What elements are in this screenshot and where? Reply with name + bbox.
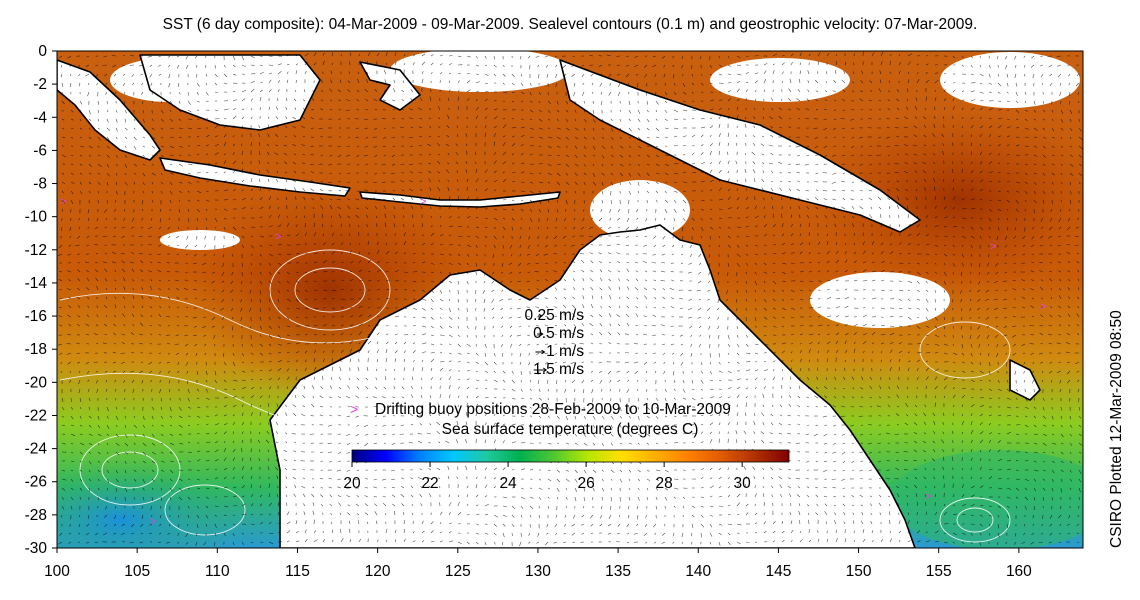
sealevel-contours (59, 249, 1011, 543)
colorbar: Sea surface temperature (degrees C) 20 22… (343, 421, 790, 492)
x-tick-label: 155 (926, 563, 952, 580)
x-tick-label: 115 (285, 563, 310, 580)
velocity-legend-arrowhead (539, 331, 544, 337)
java-land (159, 157, 351, 197)
colorbar-tick-label: 22 (421, 475, 438, 492)
buoy-positions: > > > > > > > (60, 196, 1046, 528)
x-tick-label: 135 (605, 563, 631, 580)
buoy-legend: > Drifting buoy positions 28-Feb-2009 to… (350, 401, 731, 418)
sulawesi-land (359, 61, 421, 111)
x-tick-label: 160 (1006, 563, 1032, 580)
x-tick-label: 130 (525, 563, 551, 580)
y-tick-label: -18 (25, 341, 47, 358)
velocity-legend-arrowhead (538, 313, 543, 319)
y-tick-label: -30 (25, 540, 48, 557)
land-masses (57, 54, 1041, 548)
y-tick-label: -22 (25, 407, 47, 424)
buoy-legend-symbol: > (350, 401, 358, 417)
y-tick-label: -26 (25, 474, 47, 491)
velocity-legend-label: 1 m/s (546, 343, 584, 360)
y-tick-label: -4 (33, 109, 47, 126)
y-tick-label: -10 (25, 209, 48, 226)
velocity-legend-arrowhead (542, 367, 548, 373)
x-tick-label: 105 (124, 563, 150, 580)
colorbar-title: Sea surface temperature (degrees C) (442, 421, 699, 438)
velocity-legend: 0.25 m/s0.5 m/s1 m/s1.5 m/s (525, 307, 585, 378)
colorbar-tick-label: 28 (656, 475, 673, 492)
plot-frame (56, 50, 1084, 549)
sumatra-land (57, 59, 161, 161)
velocity-arrows (58, 51, 1083, 547)
x-tick-label: 145 (765, 563, 791, 580)
y-tick-label: -6 (33, 142, 47, 159)
new-guinea-land (559, 59, 921, 233)
cool-southwest-region (57, 460, 240, 548)
x-tick-label: 150 (846, 563, 872, 580)
y-tick-label: -2 (33, 76, 47, 93)
y-tick-label: -20 (25, 374, 48, 391)
velocity-legend-label: 0.25 m/s (525, 307, 585, 324)
velocity-legend-arrowhead (541, 349, 546, 355)
y-tick-label: -16 (25, 308, 47, 325)
y-tick-label: -28 (25, 507, 47, 524)
x-tick-label: 120 (365, 563, 391, 580)
x-tick-label: 110 (205, 563, 230, 580)
colorbar-tick-label: 20 (343, 475, 361, 492)
y-tick-label: -8 (33, 176, 47, 193)
colorbar-tick-label: 30 (734, 475, 752, 492)
colorbar-tick-label: 26 (577, 475, 594, 492)
buoy-legend-label: Drifting buoy positions 28-Feb-2009 to 1… (375, 401, 731, 418)
x-axis: 100 105 110 115 120 125 130 135 140 145 150 155 160 (44, 548, 1032, 580)
y-tick-label: -12 (25, 242, 47, 259)
x-tick-label: 125 (445, 563, 471, 580)
map-title: SST (6 day composite): 04-Mar-2009 - 09-… (162, 16, 978, 33)
colorbar-tick-label: 24 (499, 475, 517, 492)
y-axis: 0 -2 -4 -6 -8 -10 -12 -14 -16 -18 -20 -22 -24 -26 -28 -… (25, 43, 57, 557)
y-tick-label: -24 (25, 441, 48, 458)
velocity-legend-label: 1.5 m/s (533, 361, 584, 378)
colorbar-swatch (351, 449, 790, 463)
x-tick-label: 140 (685, 563, 711, 580)
velocity-legend-label: 0.5 m/s (533, 325, 584, 342)
plot-timestamp: CSIRO Plotted 12-Mar-2009 08:50 (1108, 310, 1125, 548)
y-tick-label: -14 (25, 275, 48, 292)
y-tick-label: 0 (38, 43, 47, 60)
x-tick-label: 100 (44, 563, 70, 580)
